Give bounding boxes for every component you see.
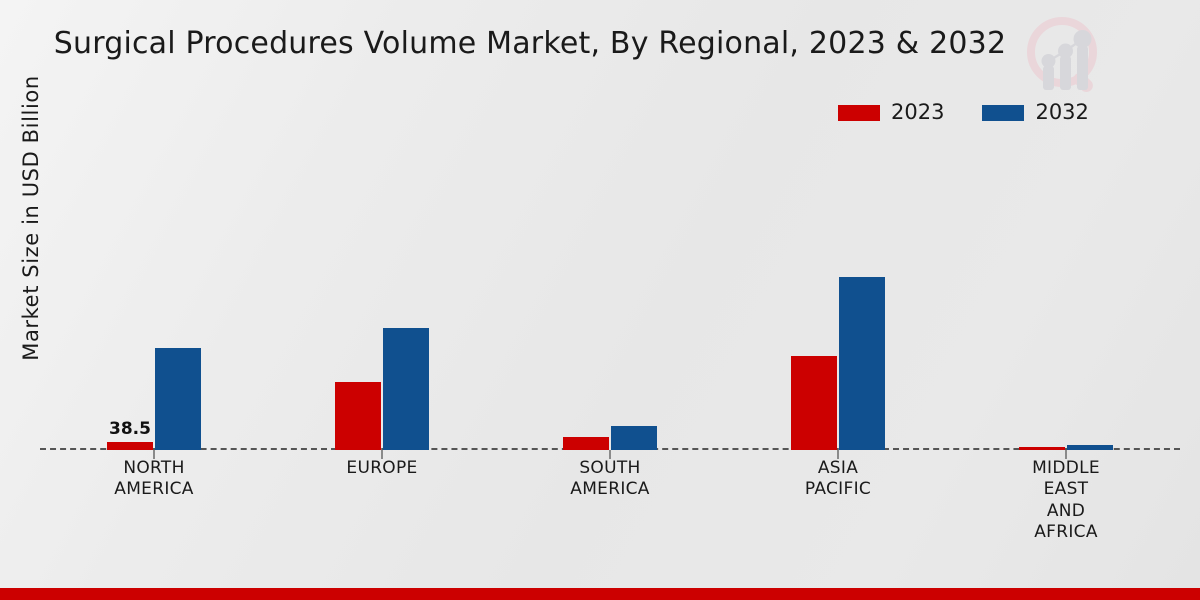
x-tick-label-asia-pacific: ASIA PACIFIC [724,458,952,543]
legend-swatch-2032 [982,104,1025,121]
label-line: AMERICA [114,479,194,500]
bar-pair [1019,445,1113,450]
bar-value-2023-north-america: 38.5 [109,419,151,439]
label-line: NORTH [123,458,185,478]
bar-pair: 38.5 [107,348,201,450]
label-line: EUROPE [346,458,418,478]
bar-2032-south-america[interactable] [611,426,657,450]
axis-tick [153,450,155,459]
label-line: AFRICA [1034,521,1098,542]
chart-legend: 2023 2032 [838,102,1089,123]
bar-2023-middle-east-and-africa[interactable] [1019,447,1065,450]
label-line: EAST [1043,479,1089,500]
label-line: PACIFIC [804,479,872,500]
legend-item-2032[interactable]: 2032 [982,100,1089,124]
legend-item-2023[interactable]: 2023 [838,102,944,123]
label-line: AMERICA [570,479,650,500]
bar-group-europe [268,150,496,459]
x-tick-label-europe: EUROPE [268,458,496,543]
bar-2032-north-america[interactable] [155,348,201,450]
legend-label-2032: 2032 [1035,100,1089,124]
x-axis-baseline [40,448,1180,450]
label-line: MIDDLE [1032,458,1100,478]
bottom-accent-band [0,588,1200,600]
bar-groups: 38.5 [40,150,1180,459]
bar-2032-asia-pacific[interactable] [839,277,885,450]
axis-tick [837,450,839,459]
bar-group-north-america: 38.5 [40,150,268,459]
bar-group-south-america [496,150,724,459]
axis-tick [1065,450,1067,459]
x-tick-label-middle-east-and-africa: MIDDLE EAST AND AFRICA [952,458,1180,543]
bar-group-middle-east-and-africa [952,150,1180,459]
label-line: AND [1046,500,1086,521]
bar-2032-europe[interactable] [383,328,429,450]
bar-2023-asia-pacific[interactable] [791,356,837,450]
bar-group-asia-pacific [724,150,952,459]
chart-title: Surgical Procedures Volume Market, By Re… [53,26,1007,61]
bar-pair [335,328,429,450]
axis-tick [609,450,611,459]
axis-tick [381,450,383,459]
x-tick-label-north-america: NORTH AMERICA [40,458,268,543]
bar-2023-europe[interactable] [335,382,381,450]
x-tick-label-south-america: SOUTH AMERICA [496,458,724,543]
label-line: ASIA [817,458,859,478]
bar-2032-middle-east-and-africa[interactable] [1067,445,1113,450]
x-axis-categories: NORTH AMERICA EUROPE SOUTH AMERICA ASIA … [40,458,1180,543]
bar-2023-south-america[interactable] [563,437,609,450]
legend-label-2023: 2023 [891,100,945,124]
plot-area: 38.5 [40,150,1180,459]
legend-swatch-2023 [838,104,880,121]
bar-2023-north-america[interactable]: 38.5 [107,419,153,450]
bar-pair [563,426,657,450]
bar-pair [791,277,885,450]
label-line: SOUTH [579,458,641,478]
